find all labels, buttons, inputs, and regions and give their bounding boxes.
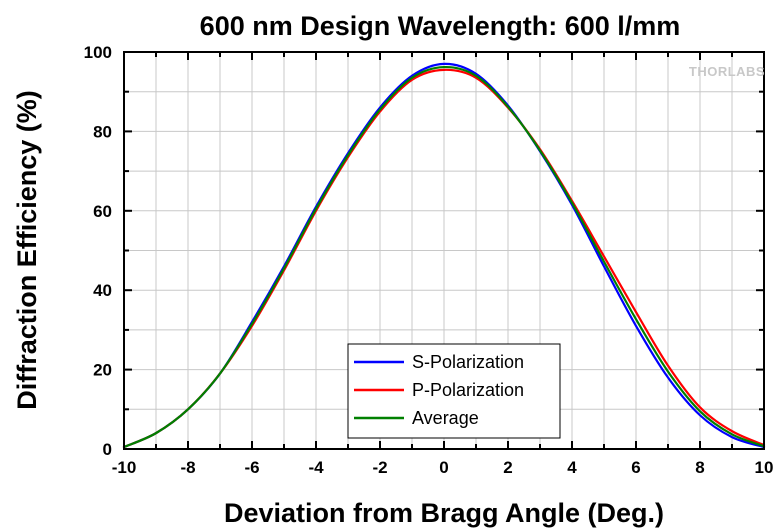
- legend-label: S-Polarization: [412, 352, 524, 372]
- y-axis-label: Diffraction Efficiency (%): [12, 90, 42, 410]
- series-layer: [122, 62, 766, 449]
- x-tick-label: 8: [695, 458, 704, 477]
- y-tick-label: 0: [103, 440, 112, 459]
- y-tick-label: 100: [84, 43, 112, 62]
- axis-ticks: [123, 51, 765, 450]
- legend-label: Average: [412, 408, 479, 428]
- legend-label: P-Polarization: [412, 380, 524, 400]
- x-tick-label: -4: [308, 458, 324, 477]
- x-tick-label: 0: [439, 458, 448, 477]
- x-tick-label: 6: [631, 458, 640, 477]
- x-tick-label: -10: [112, 458, 137, 477]
- y-tick-label: 40: [93, 281, 112, 300]
- y-tick-label: 20: [93, 361, 112, 380]
- grid: [124, 52, 764, 449]
- thorlabs-logo: THORLABS: [689, 64, 765, 79]
- chart-title: 600 nm Design Wavelength: 600 l/mm: [200, 11, 681, 41]
- y-tick-label: 60: [93, 202, 112, 221]
- series-line-average: [122, 65, 766, 449]
- x-tick-label: -8: [180, 458, 195, 477]
- x-tick-label: -2: [372, 458, 387, 477]
- x-tick-label: 2: [503, 458, 512, 477]
- legend: S-Polarization P-Polarization Average: [347, 343, 561, 439]
- x-axis-label: Deviation from Bragg Angle (Deg.): [224, 498, 664, 528]
- x-tick-label: 10: [755, 458, 774, 477]
- x-tick-label: -6: [244, 458, 259, 477]
- x-tick-label: 4: [567, 458, 577, 477]
- y-tick-label: 80: [93, 122, 112, 141]
